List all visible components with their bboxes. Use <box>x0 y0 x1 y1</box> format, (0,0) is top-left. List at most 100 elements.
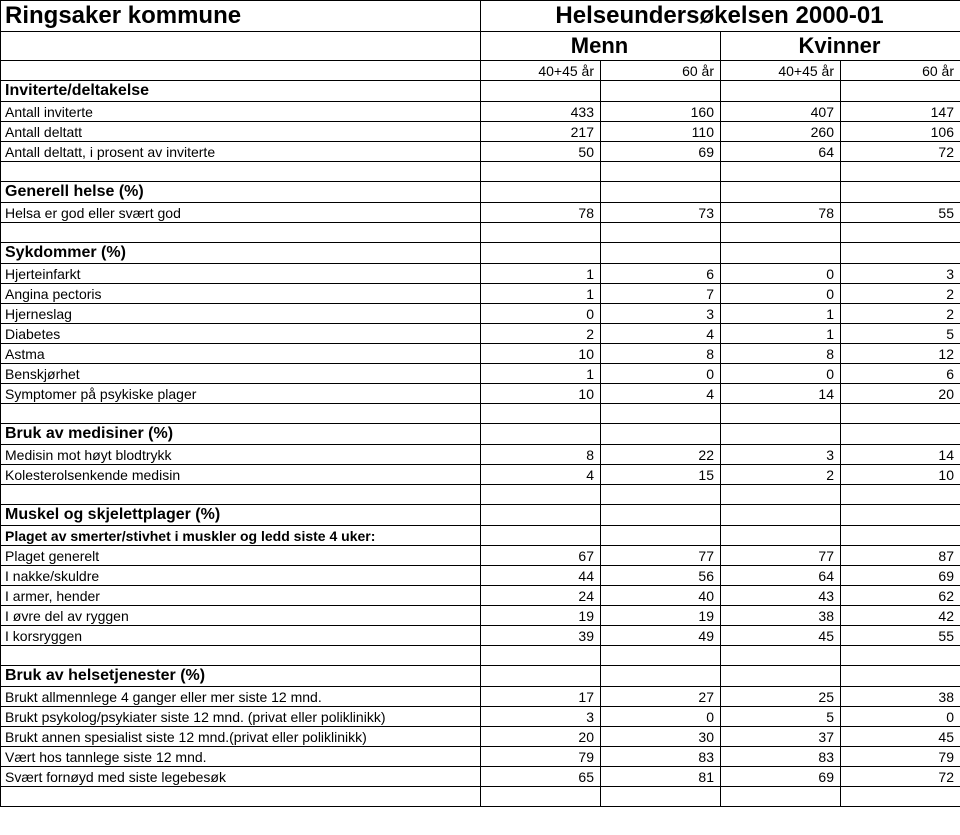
row-label: Antall deltatt, i prosent av inviterte <box>1 142 481 162</box>
empty-cell <box>481 485 601 505</box>
cell-value: 1 <box>721 324 841 344</box>
cell-value: 43 <box>721 586 841 606</box>
cell-value: 14 <box>721 384 841 404</box>
cell-value: 3 <box>481 707 601 727</box>
row-label: I nakke/skuldre <box>1 566 481 586</box>
empty-cell <box>1 162 481 182</box>
cell-value: 0 <box>721 264 841 284</box>
row-label: Symptomer på psykiske plager <box>1 384 481 404</box>
cell-value: 2 <box>481 324 601 344</box>
cell-value: 64 <box>721 566 841 586</box>
row-label: I korsryggen <box>1 626 481 646</box>
empty-cell <box>1 404 481 424</box>
cell-value: 8 <box>601 344 721 364</box>
cell-value: 17 <box>481 687 601 707</box>
empty-cell <box>721 505 841 526</box>
cell-value: 10 <box>481 384 601 404</box>
cell-value: 0 <box>721 364 841 384</box>
empty-cell <box>601 646 721 666</box>
empty-cell <box>481 243 601 264</box>
empty-cell <box>481 646 601 666</box>
row-label: Brukt allmennlege 4 ganger eller mer sis… <box>1 687 481 707</box>
cell-value: 83 <box>721 747 841 767</box>
row-label: Astma <box>1 344 481 364</box>
cell-value: 64 <box>721 142 841 162</box>
cell-value: 3 <box>841 264 960 284</box>
cell-value: 55 <box>841 626 960 646</box>
row-label: Hjerteinfarkt <box>1 264 481 284</box>
cell-value: 25 <box>721 687 841 707</box>
cell-value: 2 <box>721 465 841 485</box>
empty-cell <box>841 666 960 687</box>
row-label: Antall deltatt <box>1 122 481 142</box>
col-header-women-4045: 40+45 år <box>721 61 841 81</box>
row-label: Brukt psykolog/psykiater siste 12 mnd. (… <box>1 707 481 727</box>
cell-value: 12 <box>841 344 960 364</box>
gender-men-header: Menn <box>481 32 721 61</box>
cell-value: 407 <box>721 102 841 122</box>
empty-cell <box>841 485 960 505</box>
cell-value: 24 <box>481 586 601 606</box>
section-title: Generell helse (%) <box>1 182 481 203</box>
empty-cell <box>481 526 601 546</box>
empty-cell <box>841 646 960 666</box>
empty-cell <box>1 485 481 505</box>
cell-value: 56 <box>601 566 721 586</box>
empty-cell <box>481 162 601 182</box>
empty-cell <box>841 243 960 264</box>
cell-value: 69 <box>841 566 960 586</box>
cell-value: 77 <box>601 546 721 566</box>
empty-cell <box>481 182 601 203</box>
cell-value: 5 <box>721 707 841 727</box>
cell-value: 79 <box>841 747 960 767</box>
row-label: I armer, hender <box>1 586 481 606</box>
cell-value: 78 <box>481 203 601 223</box>
empty-cell <box>841 787 960 807</box>
cell-value: 10 <box>481 344 601 364</box>
cell-value: 45 <box>841 727 960 747</box>
section-title: Bruk av helsetjenester (%) <box>1 666 481 687</box>
cell-value: 15 <box>601 465 721 485</box>
row-label: Vært hos tannlege siste 12 mnd. <box>1 747 481 767</box>
empty-cell <box>841 81 960 102</box>
empty-cell <box>841 424 960 445</box>
cell-value: 69 <box>601 142 721 162</box>
row-label: Kolesterolsenkende medisin <box>1 465 481 485</box>
empty-cell <box>841 182 960 203</box>
cell-value: 39 <box>481 626 601 646</box>
cell-value: 4 <box>481 465 601 485</box>
cell-value: 5 <box>841 324 960 344</box>
cell-value: 27 <box>601 687 721 707</box>
cell-value: 30 <box>601 727 721 747</box>
empty-cell <box>841 505 960 526</box>
col-header-women-60: 60 år <box>841 61 960 81</box>
row-label: Svært fornøyd med siste legebesøk <box>1 767 481 787</box>
cell-value: 67 <box>481 546 601 566</box>
row-label: Benskjørhet <box>1 364 481 384</box>
cell-value: 6 <box>841 364 960 384</box>
col-header-men-4045: 40+45 år <box>481 61 601 81</box>
empty-cell <box>481 787 601 807</box>
empty-cell <box>841 404 960 424</box>
empty-cell <box>721 404 841 424</box>
row-label: Hjerneslag <box>1 304 481 324</box>
cell-value: 110 <box>601 122 721 142</box>
cell-value: 7 <box>601 284 721 304</box>
blank-cell <box>1 32 481 61</box>
row-label: Brukt annen spesialist siste 12 mnd.(pri… <box>1 727 481 747</box>
section-title: Muskel og skjelettplager (%) <box>1 505 481 526</box>
empty-cell <box>481 404 601 424</box>
cell-value: 1 <box>481 264 601 284</box>
cell-value: 0 <box>481 304 601 324</box>
empty-cell <box>721 526 841 546</box>
cell-value: 73 <box>601 203 721 223</box>
row-label: Medisin mot høyt blodtrykk <box>1 445 481 465</box>
blank-cell <box>1 61 481 81</box>
empty-cell <box>721 81 841 102</box>
cell-value: 44 <box>481 566 601 586</box>
col-header-men-60: 60 år <box>601 61 721 81</box>
cell-value: 4 <box>601 384 721 404</box>
empty-cell <box>481 223 601 243</box>
study-title: Helseundersøkelsen 2000-01 <box>481 1 960 32</box>
cell-value: 19 <box>601 606 721 626</box>
